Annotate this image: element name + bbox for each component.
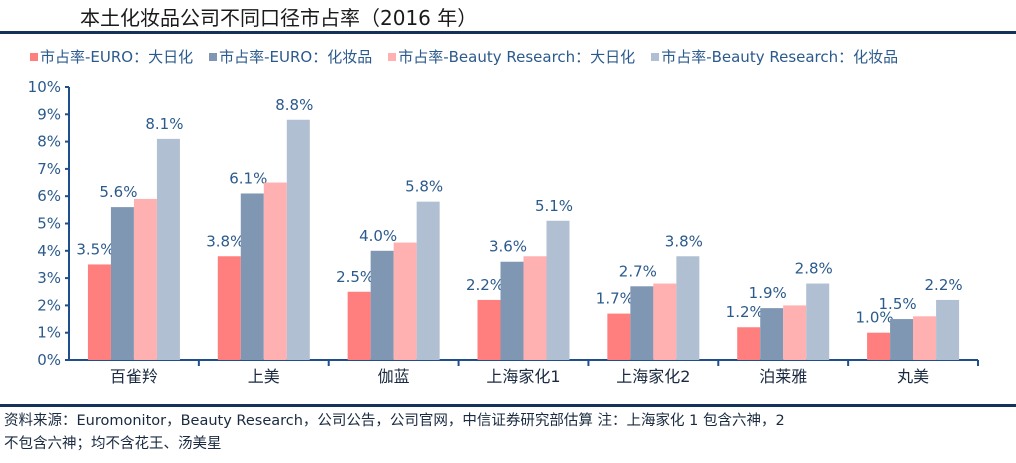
data-label: 3.6% [489, 238, 527, 256]
legend-swatch [30, 52, 38, 61]
x-tick-label: 上海家化1 [486, 367, 560, 386]
data-label: 8.8% [275, 96, 313, 114]
data-label: 3.8% [665, 232, 703, 250]
source-line: 资料来源：Euromonitor，Beauty Research，公司公告，公司… [4, 413, 785, 429]
y-tick-label: 0% [37, 351, 61, 369]
chart-title: 本土化妆品公司不同口径市占率（2016 年） [80, 6, 478, 30]
bar [156, 138, 180, 360]
y-tick-label: 10% [28, 78, 61, 96]
data-label: 1.2% [726, 303, 764, 321]
legend-swatch [388, 52, 397, 61]
y-tick-label: 9% [37, 105, 61, 123]
y-tick-label: 5% [37, 215, 61, 233]
bar [760, 308, 784, 360]
x-tick-label: 泊莱雅 [759, 367, 807, 386]
chart-legend: 市占率-EURO：大日化 市占率-EURO：化妆品 市占率-Beauty Res… [30, 46, 898, 67]
x-tick-label: 上美 [248, 367, 280, 386]
bar [347, 291, 371, 360]
legend-item: 市占率-EURO：大日化 [30, 46, 193, 67]
bar [87, 264, 111, 360]
data-label: 3.5% [76, 240, 114, 258]
legend-label: 市占率-EURO：化妆品 [219, 48, 373, 66]
data-label: 1.0% [856, 309, 894, 327]
legend-label: 市占率-Beauty Research：大日化 [398, 48, 636, 66]
y-tick-label: 2% [37, 296, 61, 314]
data-label: 2.7% [619, 262, 657, 280]
bar [500, 261, 524, 360]
bar [477, 299, 501, 360]
bar-chart: 0% 1% 2% 3% 4% 5% 6% 7% 8% 9% 10% 3.5% 5.6% 8.1% 百雀羚 3.… [28, 78, 979, 386]
bar [936, 299, 960, 360]
bar [890, 319, 914, 360]
bar [523, 256, 547, 360]
data-label: 1.9% [749, 284, 787, 302]
bar [630, 286, 654, 360]
bar [263, 182, 287, 360]
data-label: 1.5% [879, 295, 917, 313]
x-tick-label: 百雀羚 [110, 367, 158, 386]
bar [240, 193, 264, 360]
data-label: 8.1% [145, 115, 183, 133]
legend-swatch [209, 52, 218, 61]
legend-item: 市占率-Beauty Research：化妆品 [651, 46, 898, 67]
bar [393, 242, 417, 360]
bar [546, 220, 570, 360]
bar [783, 305, 807, 360]
legend-label: 市占率-EURO：大日化 [40, 48, 194, 66]
title-divider [0, 31, 1016, 34]
data-label: 1.7% [596, 290, 634, 308]
bar [607, 313, 631, 360]
bar [217, 256, 241, 360]
y-tick-label: 6% [37, 187, 61, 205]
bar [370, 250, 394, 360]
legend-item: 市占率-Beauty Research：大日化 [388, 46, 635, 67]
bar [737, 327, 761, 360]
data-label: 5.8% [405, 178, 443, 196]
bar [913, 316, 937, 360]
legend-label: 市占率-Beauty Research：化妆品 [661, 48, 899, 66]
x-tick-label: 伽蓝 [378, 367, 410, 386]
data-label: 2.2% [466, 276, 504, 294]
data-label: 4.0% [359, 227, 397, 245]
data-label: 5.1% [535, 197, 573, 215]
source-note: 资料来源：Euromonitor，Beauty Research，公司公告，公司… [4, 410, 1012, 456]
bar [416, 201, 440, 360]
data-label: 2.2% [925, 276, 963, 294]
y-tick-label: 1% [37, 324, 61, 342]
legend-swatch [651, 52, 660, 61]
y-tick-label: 8% [37, 133, 61, 151]
data-label: 5.6% [99, 183, 137, 201]
data-label: 2.8% [795, 260, 833, 278]
footer-divider [0, 404, 1016, 407]
y-tick-label: 7% [37, 160, 61, 178]
data-label: 2.5% [336, 268, 374, 286]
bar [133, 198, 157, 360]
x-tick-label: 上海家化2 [616, 367, 690, 386]
bar [653, 283, 677, 360]
y-tick-label: 4% [37, 242, 61, 260]
data-label: 6.1% [229, 169, 267, 187]
y-tick-label: 3% [37, 269, 61, 287]
legend-item: 市占率-EURO：化妆品 [209, 46, 372, 67]
bar [286, 119, 310, 360]
bar [867, 332, 891, 360]
data-label: 3.8% [206, 232, 244, 250]
bar [806, 283, 830, 360]
x-tick-label: 丸美 [897, 367, 929, 386]
source-line: 不包含六神；均不含花王、汤美星 [4, 436, 222, 452]
bar [110, 207, 134, 360]
bar [676, 256, 700, 360]
